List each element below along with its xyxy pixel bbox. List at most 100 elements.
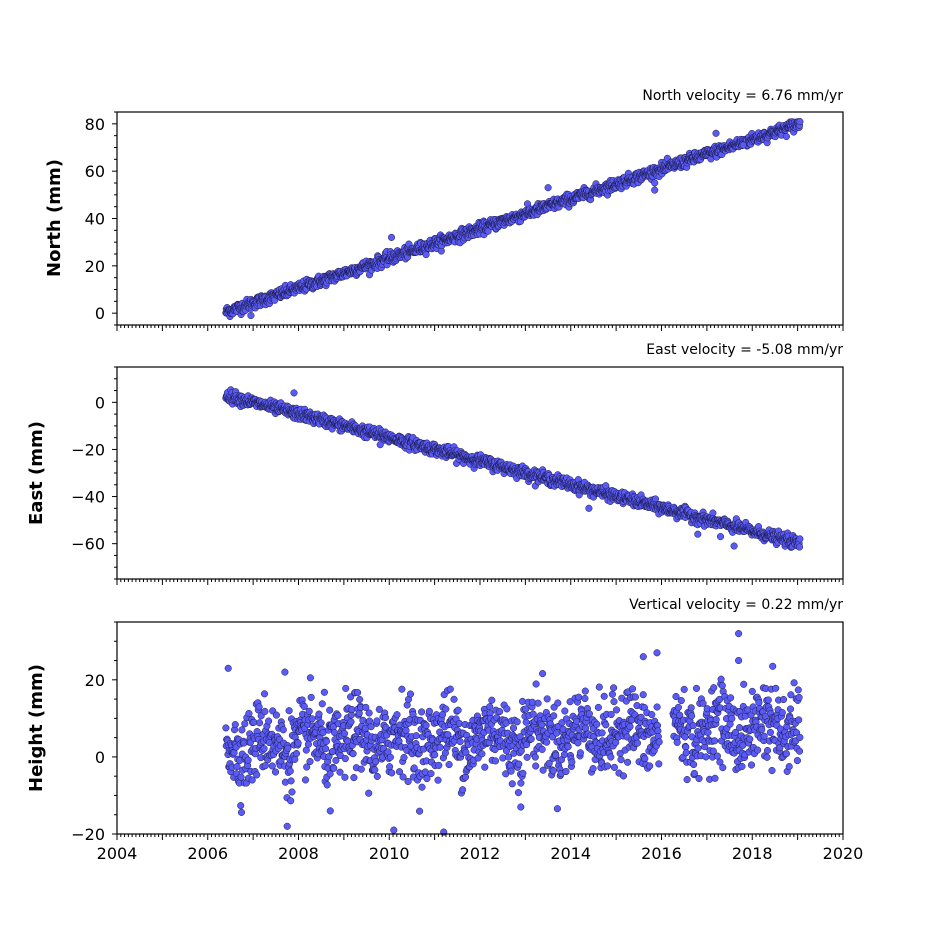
data-point: [764, 696, 772, 704]
outlier-point: [735, 630, 743, 638]
data-point: [418, 783, 426, 791]
data-point: [713, 752, 721, 760]
data-point: [315, 710, 323, 718]
data-point: [628, 685, 637, 693]
data-point: [231, 721, 239, 729]
x-tick-label: 2014: [550, 844, 591, 863]
data-point: [245, 709, 253, 718]
data-point: [766, 728, 774, 736]
data-point: [436, 743, 444, 751]
data-point: [763, 753, 771, 761]
data-point: [514, 789, 522, 797]
data-point: [285, 707, 293, 715]
data-point: [607, 753, 615, 761]
data-point: [790, 679, 798, 687]
data-point: [617, 756, 625, 764]
data-point: [736, 724, 744, 732]
data-point: [550, 712, 558, 720]
outlier-point: [769, 662, 777, 670]
data-point: [435, 761, 443, 769]
data-point: [538, 721, 546, 729]
x-tick-label: 2020: [823, 844, 864, 863]
data-point: [305, 707, 313, 715]
data-point: [434, 776, 442, 784]
data-point: [795, 693, 803, 701]
data-point: [648, 711, 656, 719]
data-point: [349, 750, 357, 758]
outlier-point: [283, 822, 291, 830]
data-point: [306, 757, 314, 766]
north-axis-label: North (mm): [44, 159, 65, 277]
outlier-point: [544, 184, 552, 192]
data-point: [747, 761, 756, 769]
data-point: [795, 716, 803, 724]
data-point: [450, 695, 458, 703]
data-point: [347, 718, 355, 726]
y-tick-label: −60: [71, 535, 105, 554]
outlier-point: [517, 803, 525, 811]
data-point: [427, 770, 435, 778]
data-point: [688, 712, 696, 720]
data-point: [260, 690, 269, 698]
data-point: [334, 711, 342, 719]
data-point: [260, 745, 268, 753]
data-point: [581, 694, 589, 703]
data-point: [543, 695, 551, 703]
data-point: [794, 686, 802, 694]
data-point: [796, 535, 804, 543]
data-point: [279, 726, 287, 734]
east-axis-label: East (mm): [26, 421, 47, 525]
data-point: [395, 737, 403, 745]
data-point: [653, 703, 661, 711]
data-point: [322, 737, 330, 745]
data-point: [768, 766, 776, 775]
data-point: [292, 749, 301, 758]
data-point: [342, 684, 350, 692]
data-point: [646, 762, 654, 770]
data-point: [682, 749, 690, 757]
data-point: [598, 729, 606, 737]
x-tick-label: 2004: [97, 844, 138, 863]
data-point: [373, 717, 381, 725]
data-point: [271, 768, 280, 776]
data-point: [400, 753, 408, 762]
height-axis-label: Height (mm): [26, 664, 47, 792]
data-point: [711, 774, 719, 782]
data-point: [785, 763, 793, 771]
data-point: [431, 751, 439, 759]
data-point: [326, 706, 334, 714]
outlier-point: [376, 441, 384, 449]
y-tick-label: −20: [71, 440, 105, 459]
data-point: [549, 767, 557, 775]
x-axis: 2004 2006 2008 2010 2012 2014 2016 2018 2020: [97, 834, 864, 863]
data-point: [418, 708, 426, 716]
data-point: [585, 710, 593, 718]
data-point: [543, 738, 551, 746]
data-point: [317, 719, 325, 727]
data-point: [261, 762, 269, 770]
data-point: [553, 805, 561, 813]
data-point: [336, 768, 344, 776]
data-point: [445, 761, 453, 769]
data-point: [655, 738, 663, 746]
data-point: [695, 774, 703, 783]
data-point: [320, 688, 328, 696]
data-point: [600, 692, 608, 700]
data-point: [710, 684, 718, 692]
data-point: [330, 764, 338, 772]
data-point: [786, 705, 795, 713]
data-point: [491, 757, 500, 765]
data-point: [626, 723, 634, 731]
data-point: [704, 728, 712, 737]
outlier-point: [224, 664, 232, 672]
data-point: [322, 745, 330, 753]
data-point: [284, 744, 292, 752]
x-tick-label: 2016: [641, 844, 682, 863]
data-point: [507, 767, 515, 775]
data-point: [778, 709, 786, 717]
data-point: [446, 685, 454, 693]
data-point: [674, 703, 682, 711]
data-point: [404, 777, 412, 786]
data-point: [576, 749, 584, 757]
data-point: [412, 732, 420, 740]
